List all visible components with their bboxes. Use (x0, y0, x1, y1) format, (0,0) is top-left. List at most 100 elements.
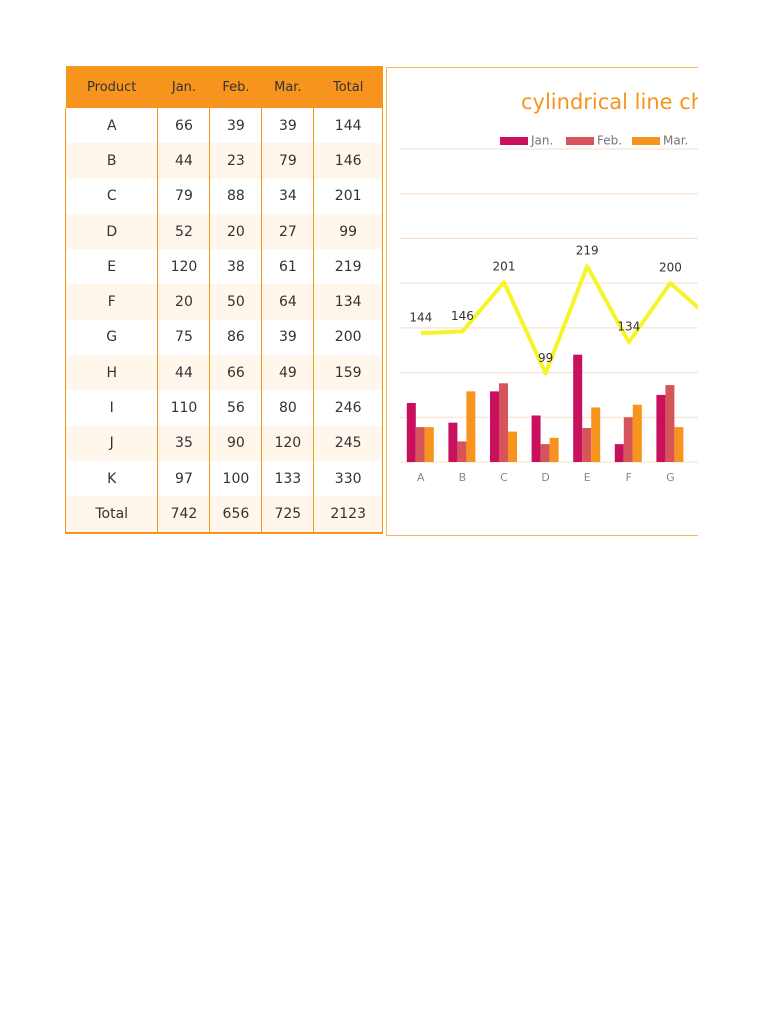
data-label: 200 (659, 261, 682, 275)
x-tick-label: F (626, 471, 632, 484)
chart-area: cylindrical line chart Jan.Feb.Mar.Total… (386, 67, 698, 536)
table-cell: 49 (261, 355, 315, 391)
legend-label: Mar. (663, 134, 688, 148)
table-cell: 110 (157, 390, 211, 426)
table-row: A 66 39 39 144 (64, 108, 383, 144)
table-cell: 90 (209, 425, 263, 461)
table-cell: 35 (157, 425, 211, 461)
legend-swatch (566, 137, 594, 145)
legend-swatch (632, 137, 660, 145)
legend-swatch (500, 137, 528, 145)
bar (448, 422, 458, 462)
table-cell: J (64, 425, 159, 461)
bar (457, 441, 467, 462)
bar (424, 427, 434, 462)
data-label: 134 (617, 320, 640, 334)
table-cell: 97 (157, 460, 211, 497)
table-cell: 39 (261, 108, 315, 144)
table-cell: 88 (209, 178, 263, 214)
x-tick-label: B (459, 471, 467, 484)
table-cell: 79 (261, 143, 315, 179)
x-tick-label: D (541, 471, 549, 484)
table-cell: C (64, 178, 159, 214)
table-row: E 120 38 61 219 (64, 249, 383, 285)
table-cell: 86 (209, 319, 263, 356)
table-row: C 79 88 34 201 (64, 178, 383, 214)
bar (549, 437, 559, 462)
table-row: F 20 50 64 134 (64, 284, 383, 320)
table-cell: 20 (209, 213, 263, 250)
table-cell: 56 (209, 390, 263, 426)
table-cell: 246 (313, 390, 383, 426)
table-cell: 23 (209, 143, 263, 179)
table-cell: 34 (261, 178, 315, 214)
table-cell: 2123 (313, 496, 383, 533)
table-row: J 35 90 120 245 (64, 425, 383, 461)
legend-label: Feb. (597, 134, 622, 148)
table-cell: 201 (313, 178, 383, 214)
table-row: Total 742 656 725 2123 (64, 496, 383, 533)
bar (591, 407, 601, 462)
table-cell: I (64, 390, 159, 426)
table-cell: 330 (313, 460, 383, 497)
bar (499, 383, 508, 462)
header-row: Product Jan. Feb. Mar. Total (65, 66, 383, 108)
bar (632, 404, 642, 462)
table-cell: 79 (157, 178, 211, 214)
table-cell: 725 (261, 496, 315, 533)
table-cell: 75 (157, 319, 211, 356)
bar (531, 415, 541, 462)
table-row: G 75 86 39 200 (64, 319, 383, 356)
table-cell: 64 (261, 284, 315, 320)
chart-title: cylindrical line chart (521, 90, 698, 114)
line (420, 264, 698, 376)
table-row: K 97 100 133 330 (64, 460, 383, 497)
table-cell: 219 (313, 249, 383, 285)
table-cell: 39 (209, 108, 263, 144)
table-cell: 20 (157, 284, 211, 320)
table-cell: 134 (313, 284, 383, 320)
table-cell: 44 (157, 355, 211, 391)
table-cell: 245 (313, 425, 383, 461)
bar (490, 391, 499, 462)
table-cell: A (64, 108, 159, 144)
table-cell: 133 (261, 460, 315, 497)
table-cell: 120 (157, 249, 211, 285)
table-row: H 44 66 49 159 (64, 355, 383, 391)
table-cell: 200 (313, 319, 383, 356)
data-label: 219 (576, 244, 599, 258)
table-row: D 52 20 27 99 (64, 213, 383, 250)
table-cell: 80 (261, 390, 315, 426)
table-cell: 742 (157, 496, 211, 533)
bar (573, 354, 583, 462)
table-cell: 50 (209, 284, 263, 320)
table-cell: 159 (313, 355, 383, 391)
table-cell: H (64, 355, 159, 391)
header-cell: Mar. (261, 66, 314, 108)
bar (614, 444, 624, 462)
header-cell: Total (313, 66, 383, 108)
table-cell: Total (64, 496, 159, 533)
bar (665, 385, 675, 462)
table-cell: 39 (261, 319, 315, 356)
x-tick-label: A (417, 471, 425, 484)
data-label: 99 (538, 351, 553, 365)
header-cell: Jan. (157, 66, 210, 108)
x-tick-label: E (584, 471, 591, 484)
chart: cylindrical line chart Jan.Feb.Mar.Total… (400, 90, 698, 484)
table-cell: 100 (209, 460, 263, 497)
table-cell: 38 (209, 249, 263, 285)
bar (674, 427, 684, 462)
x-tick-label: G (666, 471, 675, 484)
table-cell: 27 (261, 213, 315, 250)
table-cell: G (64, 319, 159, 356)
bar (582, 428, 592, 462)
table-cell: 66 (157, 108, 211, 144)
table-cell: 66 (209, 355, 263, 391)
legend-label: Jan. (530, 134, 553, 148)
data-table: Product Jan. Feb. Mar. Total A 66 39 39 144 B 44 23… (64, 66, 383, 534)
table-body: A 66 39 39 144 B 44 23 79 146 C 79 88 34 201 D 52 20 27 99 E… (64, 108, 383, 533)
table-cell: K (64, 460, 159, 497)
bar (466, 391, 476, 462)
